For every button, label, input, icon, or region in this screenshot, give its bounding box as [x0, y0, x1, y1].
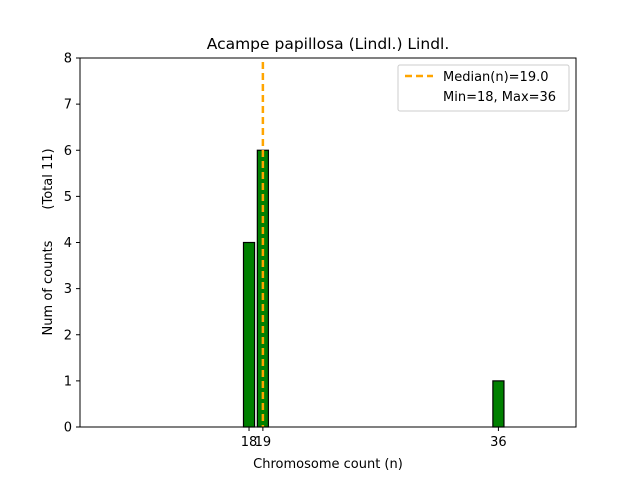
- x-tick-label: 19: [255, 435, 272, 450]
- legend-box: [397, 64, 570, 112]
- chart-title: Acampe papillosa (Lindl.) Lindl.: [207, 35, 450, 53]
- legend-minmax-label: Min=18, Max=36: [443, 90, 556, 105]
- y-tick-label: 2: [64, 328, 72, 343]
- y-tick-label: 7: [64, 98, 72, 113]
- bar-n-36: [492, 380, 505, 428]
- y-tick-label: 5: [64, 190, 72, 205]
- y-tick-label: 3: [64, 282, 72, 297]
- legend: Median(n)=19.0 Min=18, Max=36: [397, 64, 570, 112]
- y-tick-label: 0: [64, 421, 72, 436]
- y-tick-label: 1: [64, 374, 72, 389]
- bar-n-18: [242, 241, 256, 428]
- legend-median-label: Median(n)=19.0: [443, 70, 549, 85]
- x-axis-label: Chromosome count (n): [253, 457, 403, 472]
- y-tick-label: 4: [64, 236, 72, 251]
- y-tick-label: 8: [64, 52, 72, 67]
- x-tick-label: 18: [241, 435, 258, 450]
- y-axis-total-label: (Total 11): [41, 148, 56, 209]
- y-axis-ticks: 0 1 2 3 4 5 6 7 8: [64, 52, 80, 436]
- bars: [88, 149, 527, 428]
- x-tick-label: 36: [490, 435, 507, 450]
- plot-frame: [79, 57, 577, 428]
- y-axis-label: Num of counts: [41, 240, 56, 335]
- y-tick-label: 6: [64, 144, 72, 159]
